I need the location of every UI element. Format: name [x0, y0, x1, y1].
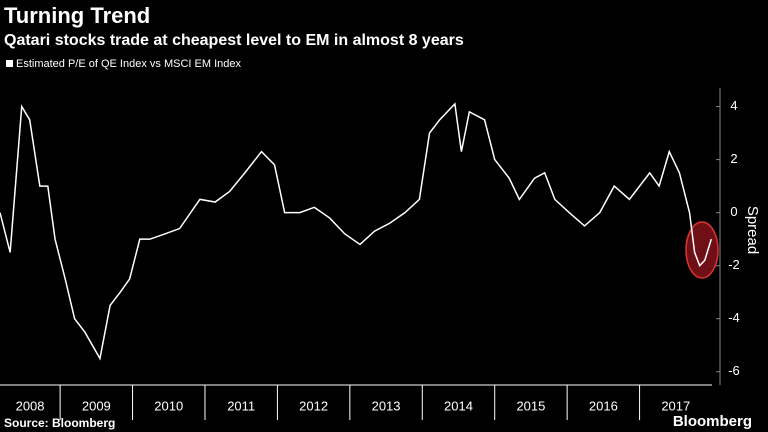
- x-tick-label: 2013: [372, 398, 401, 413]
- chart-title: Turning Trend: [4, 3, 150, 28]
- y-tick-label: -4: [728, 310, 740, 325]
- y-tick-label: 4: [730, 98, 737, 113]
- x-tick-label: 2014: [444, 398, 473, 413]
- y-axis-label: Spread: [744, 206, 761, 254]
- y-tick-label: 2: [730, 151, 737, 166]
- x-tick-label: 2010: [154, 398, 183, 413]
- x-tick-label: 2008: [16, 398, 45, 413]
- x-tick-label: 2009: [82, 398, 111, 413]
- y-tick-label: -2: [728, 257, 740, 272]
- y-tick-label: -6: [728, 363, 740, 378]
- legend-label: Estimated P/E of QE Index vs MSCI EM Ind…: [16, 58, 241, 70]
- highlight-circle: [685, 221, 719, 279]
- brand: Bloomberg: [673, 413, 752, 430]
- data-line: [0, 102, 712, 361]
- y-tick-label: 0: [730, 204, 737, 219]
- x-tick-label: 2011: [227, 398, 255, 413]
- x-tick-label: 2016: [589, 398, 618, 413]
- legend-swatch: [6, 60, 13, 67]
- x-tick-label: 2012: [299, 398, 328, 413]
- x-tick-label: 2017: [661, 398, 690, 413]
- x-tick-label: 2015: [516, 398, 545, 413]
- source: Source: Bloomberg: [4, 416, 115, 430]
- chart-subtitle: Qatari stocks trade at cheapest level to…: [4, 32, 464, 49]
